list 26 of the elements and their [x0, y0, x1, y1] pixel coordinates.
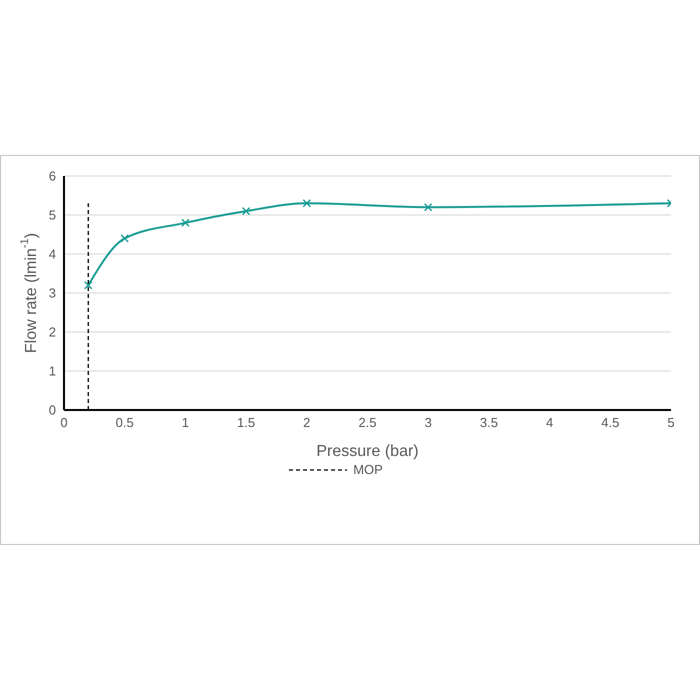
y-tick-label: 2 — [48, 324, 56, 340]
y-tick-label: 5 — [48, 208, 56, 223]
legend-label: MOP — [353, 462, 383, 477]
y-tick-label: 3 — [48, 286, 56, 301]
x-tick-label: 2.5 — [358, 415, 377, 430]
point — [181, 218, 190, 227]
point — [120, 234, 129, 243]
x-tick-label: 3.5 — [480, 415, 498, 430]
y-tick-label: 0 — [48, 402, 56, 418]
x-axis-title: Pressure (bar) — [316, 442, 419, 460]
y-tick-label: 4 — [48, 246, 56, 262]
x-tick-label: 0.5 — [116, 415, 134, 430]
y-tick-label: 6 — [48, 168, 56, 184]
x-tick-label: 0 — [60, 415, 68, 430]
x-tick-label: 2 — [303, 415, 310, 430]
point — [84, 281, 92, 290]
x-tick-label: 1.5 — [237, 415, 256, 430]
point — [242, 206, 250, 216]
x-tick-label: 3 — [424, 415, 432, 430]
point — [424, 203, 432, 212]
x-tick-label: 1 — [182, 415, 190, 430]
y-tick-label: 1 — [48, 364, 56, 379]
x-tick-label: 4.5 — [601, 415, 620, 430]
x-tick-label: 5 — [667, 415, 675, 430]
point — [302, 199, 311, 208]
x-tick-label: 4 — [546, 415, 554, 430]
